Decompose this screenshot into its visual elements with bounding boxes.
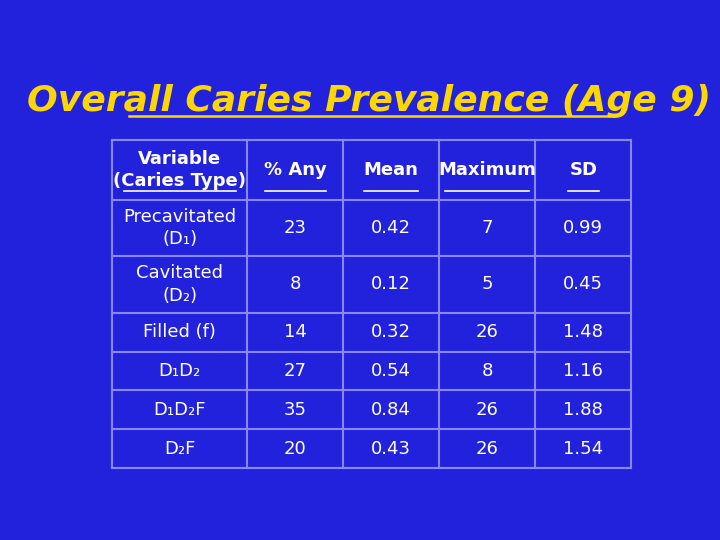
- Text: Overall Caries Prevalence (Age 9): Overall Caries Prevalence (Age 9): [27, 84, 711, 118]
- Text: 26: 26: [476, 440, 499, 458]
- Text: 20: 20: [284, 440, 307, 458]
- Text: D₂F: D₂F: [164, 440, 195, 458]
- Text: 26: 26: [476, 323, 499, 341]
- Text: Filled (f): Filled (f): [143, 323, 216, 341]
- Text: 23: 23: [284, 219, 307, 237]
- Text: 8: 8: [482, 362, 493, 380]
- Text: SD: SD: [570, 161, 598, 179]
- Text: 14: 14: [284, 323, 307, 341]
- Text: 0.84: 0.84: [372, 401, 411, 419]
- Text: 0.43: 0.43: [372, 440, 411, 458]
- Text: D₁D₂: D₁D₂: [158, 362, 201, 380]
- Text: 0.54: 0.54: [372, 362, 411, 380]
- Text: 0.99: 0.99: [563, 219, 603, 237]
- Text: 0.42: 0.42: [372, 219, 411, 237]
- Text: 0.45: 0.45: [563, 275, 603, 293]
- Text: % Any: % Any: [264, 161, 327, 179]
- Text: 1.54: 1.54: [563, 440, 603, 458]
- Text: 26: 26: [476, 401, 499, 419]
- Text: Mean: Mean: [364, 161, 419, 179]
- Text: Variable
(Caries Type): Variable (Caries Type): [113, 150, 246, 190]
- Text: 5: 5: [482, 275, 493, 293]
- Text: D₁D₂F: D₁D₂F: [153, 401, 206, 419]
- Text: Precavitated
(D₁): Precavitated (D₁): [123, 208, 236, 248]
- Text: 0.12: 0.12: [372, 275, 411, 293]
- Text: 0.32: 0.32: [372, 323, 411, 341]
- Text: 1.16: 1.16: [563, 362, 603, 380]
- Text: 1.48: 1.48: [563, 323, 603, 341]
- Text: 8: 8: [289, 275, 301, 293]
- Text: Cavitated
(D₂): Cavitated (D₂): [136, 265, 223, 305]
- Text: Maximum: Maximum: [438, 161, 536, 179]
- Text: 7: 7: [482, 219, 493, 237]
- Text: 35: 35: [284, 401, 307, 419]
- Text: 1.88: 1.88: [563, 401, 603, 419]
- Text: 27: 27: [284, 362, 307, 380]
